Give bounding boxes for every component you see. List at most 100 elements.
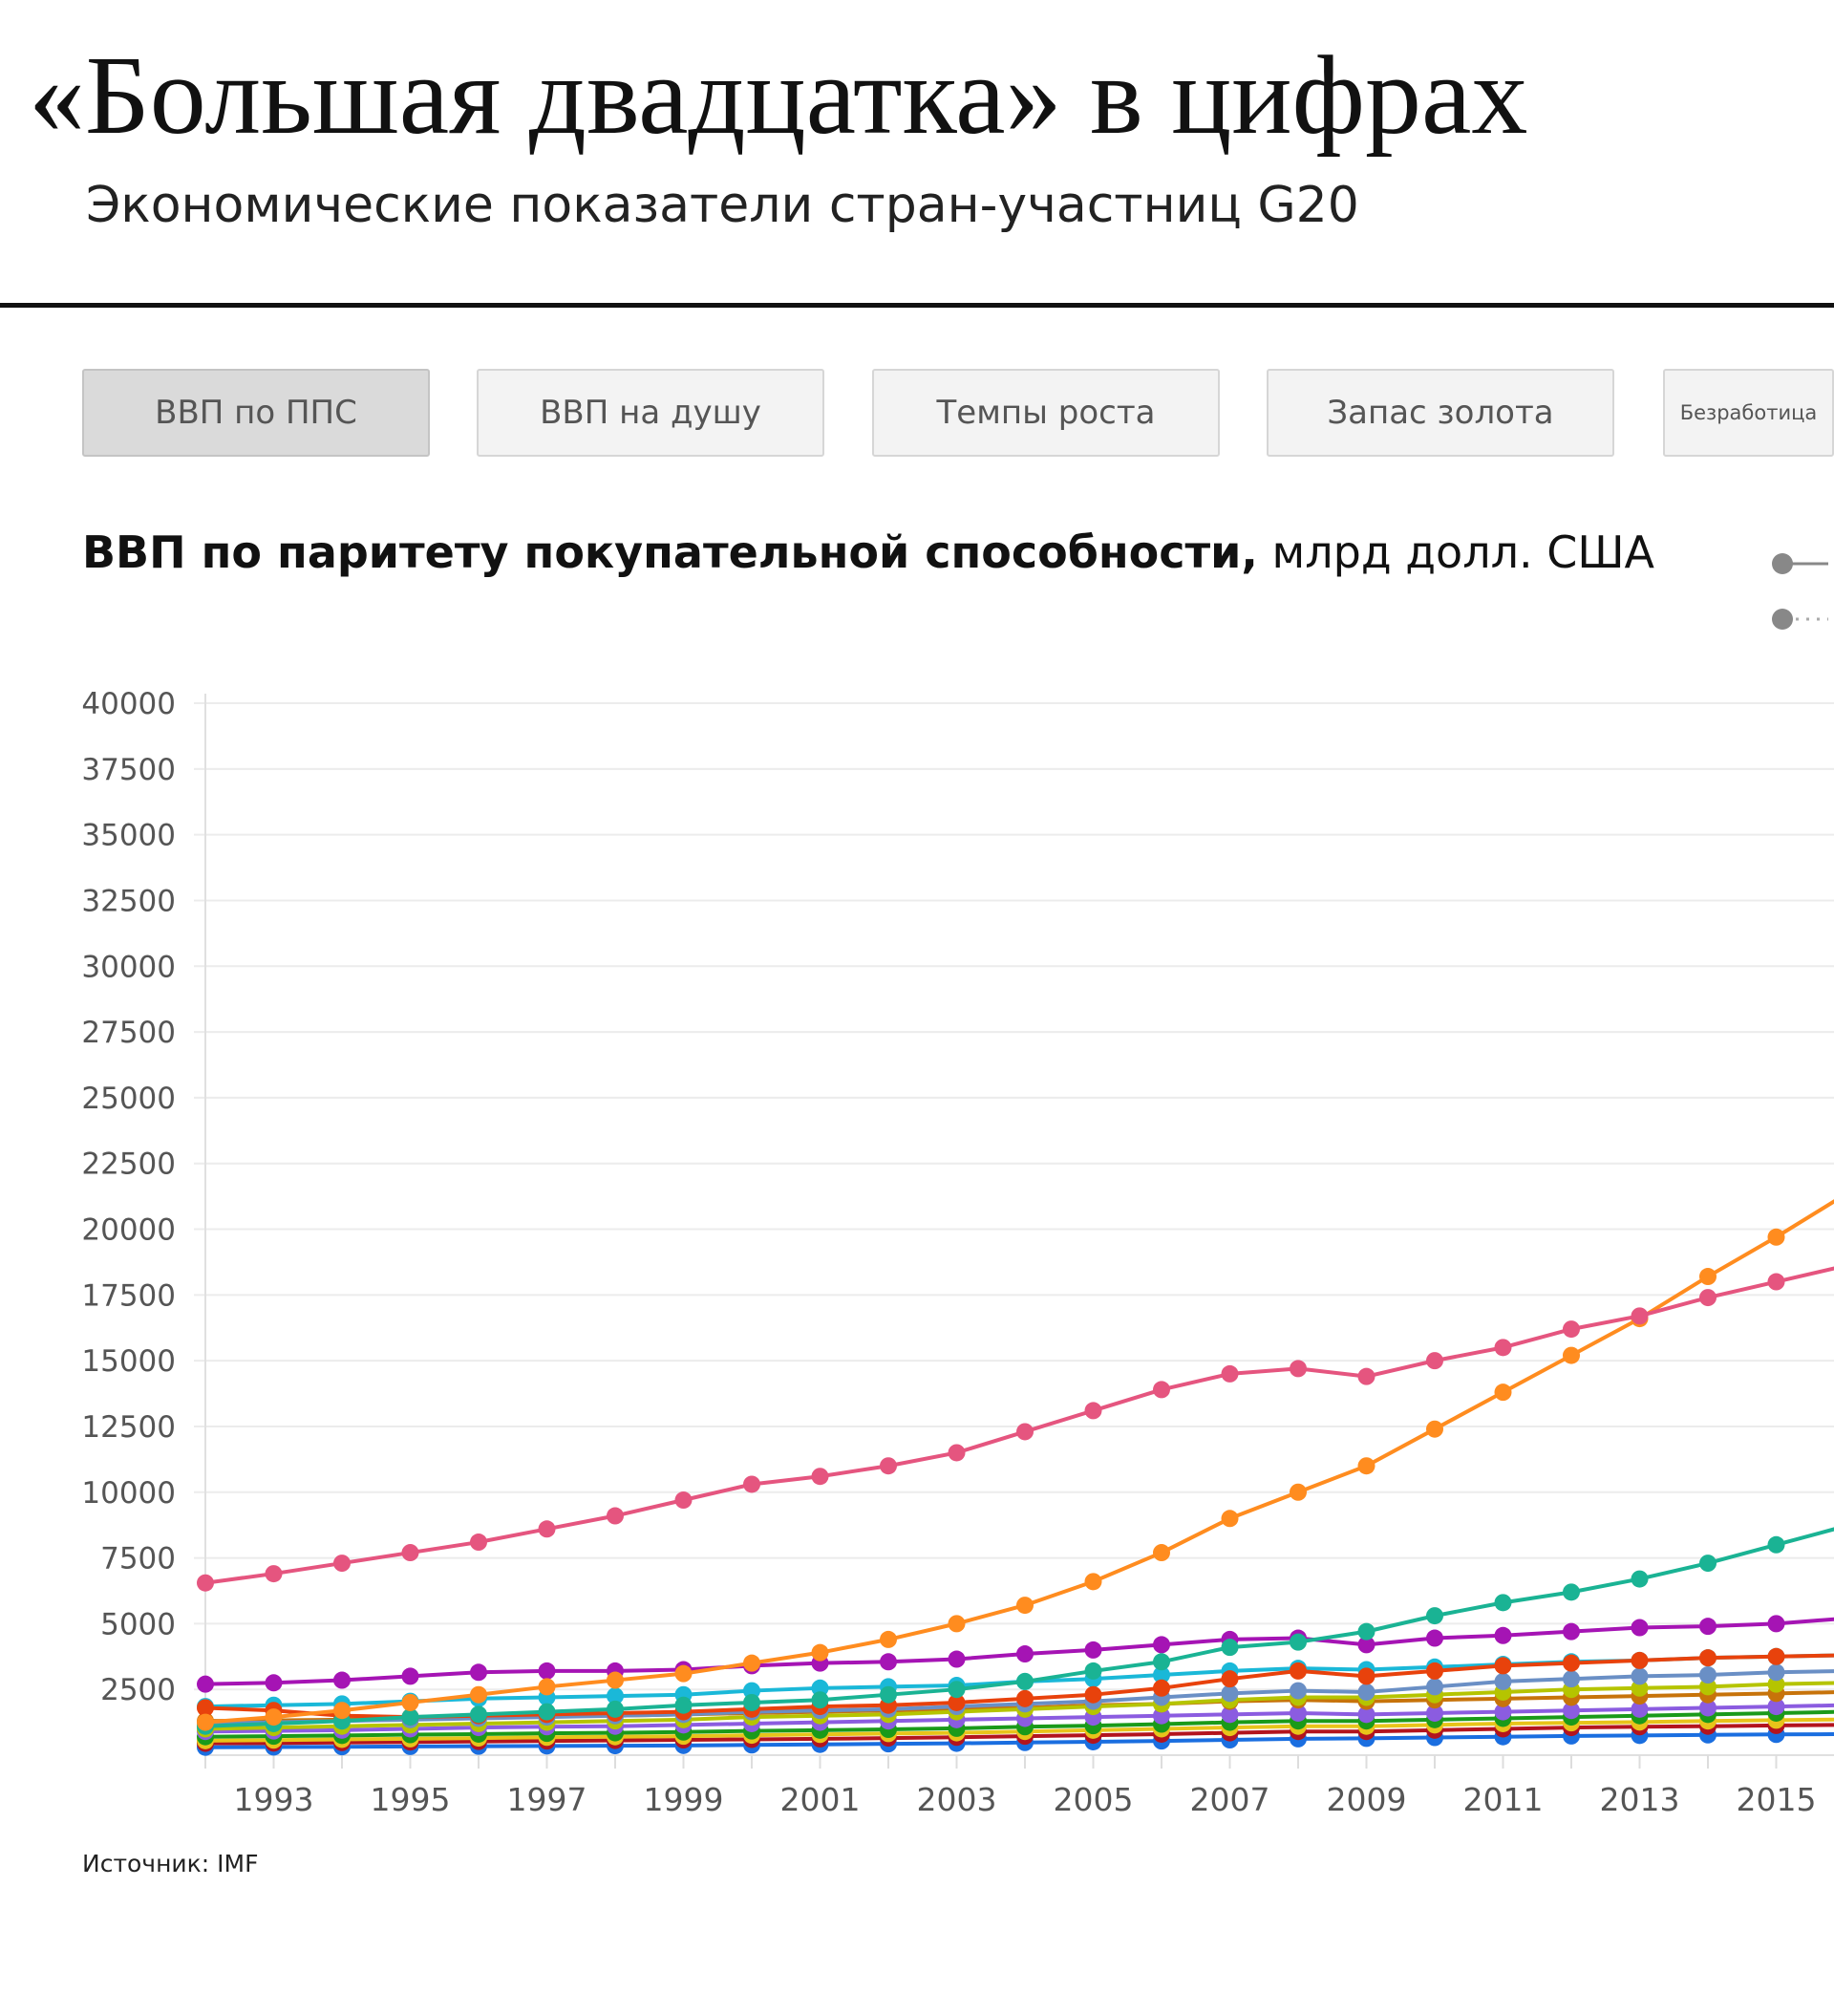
data-point xyxy=(1153,1636,1170,1654)
series-line xyxy=(204,1266,1834,1585)
data-point xyxy=(1699,1555,1717,1573)
tab-gdp-ppp[interactable]: ВВП по ППС xyxy=(82,369,430,457)
data-point xyxy=(743,1693,760,1711)
data-point xyxy=(1290,1360,1307,1378)
data-point xyxy=(1767,1273,1785,1291)
data-point xyxy=(811,1691,829,1709)
data-point xyxy=(538,1703,556,1721)
data-point xyxy=(1290,1704,1307,1722)
data-point xyxy=(1290,1682,1307,1700)
data-point xyxy=(197,1699,214,1717)
data-point xyxy=(1016,1597,1034,1615)
data-point xyxy=(674,1664,693,1683)
data-point xyxy=(1426,1704,1443,1722)
tab-unemployment[interactable]: Безработица xyxy=(1663,369,1834,457)
data-point xyxy=(1494,1594,1512,1612)
data-point xyxy=(948,1615,966,1633)
data-point xyxy=(1699,1666,1717,1684)
y-tick-label: 30000 xyxy=(81,950,176,984)
x-tick-label: 2015 xyxy=(1737,1781,1817,1818)
tab-gold-reserves[interactable]: Запас золота xyxy=(1267,369,1614,457)
data-point xyxy=(1357,1622,1376,1641)
data-point xyxy=(1699,1618,1717,1636)
y-tick-label: 37500 xyxy=(81,753,176,787)
data-point xyxy=(1767,1647,1785,1665)
x-tick-label: 2003 xyxy=(917,1781,997,1818)
data-point xyxy=(1426,1352,1443,1370)
page-subtitle: Экономические показатели стран-участниц … xyxy=(86,177,1359,234)
data-point xyxy=(1357,1705,1376,1724)
x-tick-label: 2005 xyxy=(1054,1781,1134,1818)
x-tick-label: 2001 xyxy=(780,1781,861,1818)
data-point xyxy=(401,1544,419,1562)
data-point xyxy=(1357,1636,1376,1654)
x-tick-label: 2007 xyxy=(1190,1781,1270,1818)
data-point xyxy=(1767,1663,1785,1682)
data-point xyxy=(1357,1683,1376,1701)
data-point xyxy=(538,1520,556,1538)
y-tick-label: 17500 xyxy=(81,1278,176,1313)
legend-solid-marker[interactable] xyxy=(1771,552,1828,575)
data-point xyxy=(1084,1573,1102,1591)
y-tick-label: 7500 xyxy=(100,1542,176,1576)
data-point xyxy=(470,1705,487,1724)
data-point xyxy=(1699,1268,1717,1286)
tab-gdp-per-capita[interactable]: ВВП на душу xyxy=(477,369,824,457)
data-point xyxy=(1153,1666,1170,1684)
data-point xyxy=(1357,1457,1376,1475)
data-point xyxy=(197,1713,214,1731)
data-point xyxy=(265,1565,283,1583)
data-point xyxy=(811,1643,829,1662)
y-tick-label: 25000 xyxy=(81,1082,176,1116)
data-point xyxy=(265,1708,283,1726)
data-point xyxy=(1153,1381,1170,1399)
data-point xyxy=(1699,1699,1717,1717)
data-point xyxy=(948,1444,966,1462)
data-point xyxy=(1153,1679,1170,1697)
data-point xyxy=(333,1671,351,1689)
data-point xyxy=(607,1671,624,1689)
data-point xyxy=(1631,1679,1649,1697)
data-point xyxy=(1494,1657,1512,1675)
data-point xyxy=(880,1457,897,1475)
data-point xyxy=(1494,1626,1512,1644)
data-point xyxy=(1221,1670,1239,1688)
data-point xyxy=(1153,1653,1170,1671)
data-point xyxy=(743,1682,760,1700)
data-point xyxy=(333,1555,351,1573)
data-point xyxy=(1631,1651,1649,1669)
data-point xyxy=(401,1708,419,1726)
data-point xyxy=(1084,1641,1102,1659)
data-point xyxy=(1426,1678,1443,1696)
data-point xyxy=(1016,1689,1034,1707)
data-point xyxy=(1357,1367,1376,1385)
data-point xyxy=(1290,1483,1307,1501)
data-point xyxy=(1631,1570,1649,1588)
data-point xyxy=(1153,1544,1170,1562)
data-point xyxy=(1426,1420,1443,1438)
data-point xyxy=(607,1687,624,1705)
data-point xyxy=(1153,1706,1170,1725)
x-tick-label: 1997 xyxy=(507,1781,587,1818)
legend-dotted-marker[interactable] xyxy=(1771,608,1828,631)
data-point xyxy=(401,1693,419,1711)
data-point xyxy=(948,1681,966,1699)
y-tick-label: 10000 xyxy=(81,1476,176,1511)
data-point xyxy=(1563,1622,1580,1641)
data-point xyxy=(470,1685,487,1704)
data-point xyxy=(1426,1629,1443,1647)
data-point xyxy=(1016,1672,1034,1690)
data-point xyxy=(1084,1402,1102,1420)
data-point xyxy=(1563,1654,1580,1672)
tab-growth-rate[interactable]: Темпы роста xyxy=(872,369,1220,457)
data-point xyxy=(197,1574,214,1592)
data-point xyxy=(1494,1383,1512,1402)
data-point xyxy=(743,1475,760,1493)
data-point xyxy=(1426,1662,1443,1680)
chart-title: ВВП по паритету покупательной способност… xyxy=(82,524,1654,581)
x-tick-label: 1993 xyxy=(234,1781,314,1818)
data-point xyxy=(1221,1639,1239,1657)
data-point xyxy=(538,1678,556,1696)
data-point xyxy=(1767,1228,1785,1246)
